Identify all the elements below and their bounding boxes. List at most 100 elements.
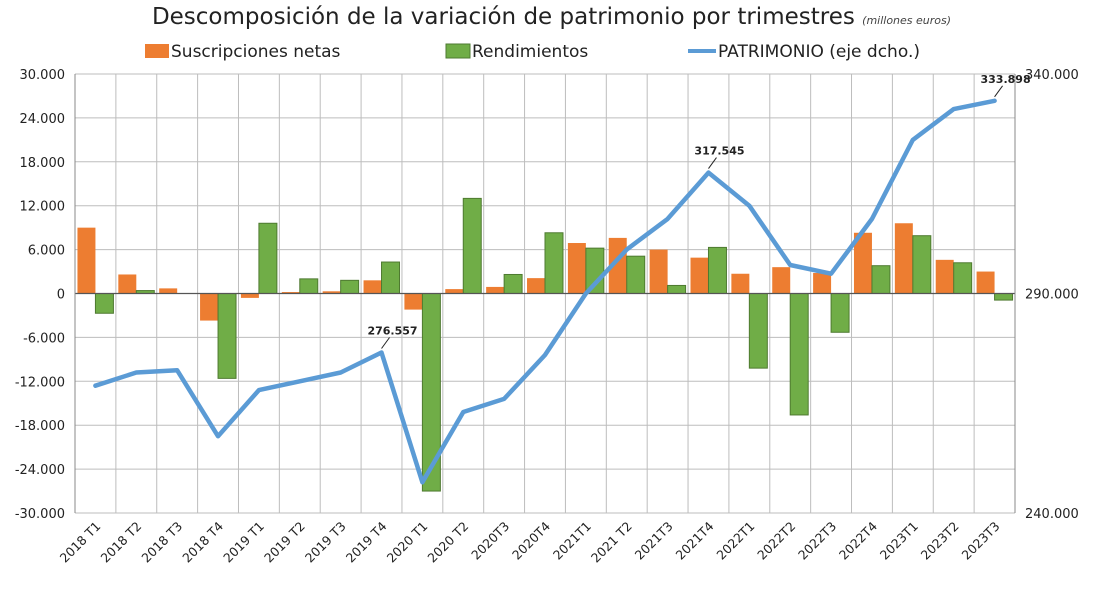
- point-patrimonio-16: [747, 204, 751, 208]
- bar-suscripciones-20: [894, 223, 913, 294]
- category-label-22: 2023T3: [959, 519, 1003, 563]
- bar-rendimientos-7: [381, 261, 401, 294]
- category-label-0: 2018 T1: [57, 519, 104, 566]
- point-patrimonio-17: [788, 263, 792, 267]
- category-label-20: 2023T1: [877, 519, 921, 563]
- annotation-leader-0: [381, 337, 390, 349]
- left-tick-label-9: 24.000: [20, 112, 66, 127]
- bar-rendimientos-3: [217, 293, 237, 379]
- bar-rendimientos-11: [544, 232, 564, 294]
- point-patrimonio-7: [380, 351, 384, 355]
- point-patrimonio-13: [625, 248, 629, 252]
- category-label-6: 2019 T3: [302, 519, 349, 566]
- left-tick-label-8: 18.000: [20, 156, 66, 171]
- point-patrimonio-1: [134, 371, 138, 375]
- point-patrimonio-19: [870, 217, 874, 221]
- legend-swatch-rendimientos: [445, 43, 471, 59]
- bar-rendimientos-17: [789, 293, 809, 416]
- legend: Suscripciones netas Rendimientos PATRIMO…: [145, 42, 920, 62]
- bar-rendimientos-21: [953, 262, 973, 294]
- bar-suscripciones-3: [200, 293, 219, 321]
- point-patrimonio-18: [829, 272, 833, 276]
- bar-suscripciones-19: [853, 232, 872, 294]
- left-tick-label-3: -12.000: [15, 375, 65, 390]
- bar-suscripciones-8: [404, 293, 423, 310]
- category-label-2: 2018 T3: [138, 519, 185, 566]
- bar-suscripciones-17: [772, 267, 791, 294]
- category-label-3: 2018 T4: [179, 518, 226, 565]
- bar-suscripciones-5: [281, 292, 300, 294]
- legend-label-suscripciones: Suscripciones netas: [171, 42, 341, 62]
- right-tick-label-1: 290.000: [1025, 288, 1079, 303]
- point-patrimonio-11: [543, 353, 547, 357]
- bar-suscripciones-15: [690, 257, 709, 294]
- category-label-18: 2022T3: [795, 519, 839, 563]
- bar-suscripciones-18: [813, 273, 832, 294]
- bar-suscripciones-14: [649, 249, 668, 294]
- bar-suscripciones-0: [77, 227, 96, 294]
- annotation-leader-2: [994, 85, 1003, 98]
- category-label-13: 2021 T2: [588, 519, 635, 566]
- chart-title: Descomposición de la variación de patrim…: [151, 4, 855, 30]
- bar-rendimientos-16: [748, 293, 768, 369]
- axes: [74, 74, 1016, 513]
- category-label-9: 2020 T2: [424, 519, 471, 566]
- bar-rendimientos-18: [830, 293, 850, 333]
- bars: [77, 197, 1014, 492]
- bar-suscripciones-6: [322, 291, 341, 294]
- point-patrimonio-15: [706, 171, 710, 175]
- bar-rendimientos-0: [94, 293, 114, 314]
- point-patrimonio-6: [339, 371, 343, 375]
- category-label-12: 2021T1: [550, 519, 594, 563]
- bar-rendimientos-10: [503, 273, 523, 294]
- bar-rendimientos-9: [462, 197, 482, 294]
- point-patrimonio-8: [420, 480, 424, 484]
- left-tick-label-2: -18.000: [15, 419, 65, 434]
- left-tick-label-6: 6.000: [28, 244, 65, 259]
- category-label-5: 2019 T2: [261, 519, 308, 566]
- bar-rendimientos-20: [912, 235, 932, 294]
- bar-suscripciones-10: [486, 286, 505, 294]
- left-tick-label-10: 30.000: [20, 68, 66, 83]
- bar-rendimientos-14: [667, 284, 687, 294]
- left-tick-label-4: -6.000: [23, 331, 65, 346]
- category-label-16: 2022T1: [713, 519, 757, 563]
- annotation-label-1: 317.545: [694, 145, 744, 158]
- category-label-11: 2020T4: [509, 518, 553, 562]
- bar-rendimientos-13: [626, 255, 646, 294]
- legend-label-rendimientos: Rendimientos: [472, 42, 588, 62]
- category-label-19: 2022T4: [836, 518, 880, 562]
- legend-swatch-suscripciones: [145, 44, 169, 58]
- bar-suscripciones-12: [567, 243, 586, 294]
- left-tick-label-0: -30.000: [15, 507, 65, 522]
- bar-rendimientos-19: [871, 265, 891, 294]
- point-patrimonio-14: [666, 217, 670, 221]
- annotation-leader-1: [708, 157, 717, 169]
- point-patrimonio-3: [216, 434, 220, 438]
- bar-rendimientos-4: [258, 222, 278, 294]
- bar-rendimientos-6: [340, 279, 360, 294]
- annotation-label-0: 276.557: [367, 325, 417, 338]
- bar-suscripciones-11: [527, 278, 545, 294]
- point-patrimonio-9: [461, 410, 465, 414]
- bar-rendimientos-5: [299, 278, 319, 295]
- annotation-label-2: 333.898: [981, 73, 1031, 86]
- left-tick-label-1: -24.000: [15, 463, 65, 478]
- category-label-15: 2021T4: [672, 518, 716, 562]
- category-label-10: 2020T3: [468, 519, 512, 563]
- category-label-4: 2019 T1: [220, 519, 267, 566]
- chart-subtitle: (millones euros): [862, 14, 952, 27]
- chart-title-block: Descomposición de la variación de patrim…: [0, 4, 1103, 30]
- right-tick-label-0: 240.000: [1025, 507, 1079, 522]
- category-label-17: 2022T2: [754, 519, 798, 563]
- bar-rendimientos-15: [707, 246, 727, 294]
- annotations: 276.557 317.545 333.898: [367, 73, 1031, 349]
- point-patrimonio-21: [952, 107, 956, 111]
- ticks: -30.000 -24.000 -18.000 -12.000 -6.000 0 6.000…: [15, 68, 1079, 565]
- bar-suscripciones-1: [118, 274, 137, 294]
- category-label-7: 2019 T4: [343, 518, 390, 565]
- category-label-21: 2023T2: [918, 519, 962, 563]
- bar-suscripciones-22: [976, 271, 995, 294]
- point-patrimonio-10: [502, 397, 506, 401]
